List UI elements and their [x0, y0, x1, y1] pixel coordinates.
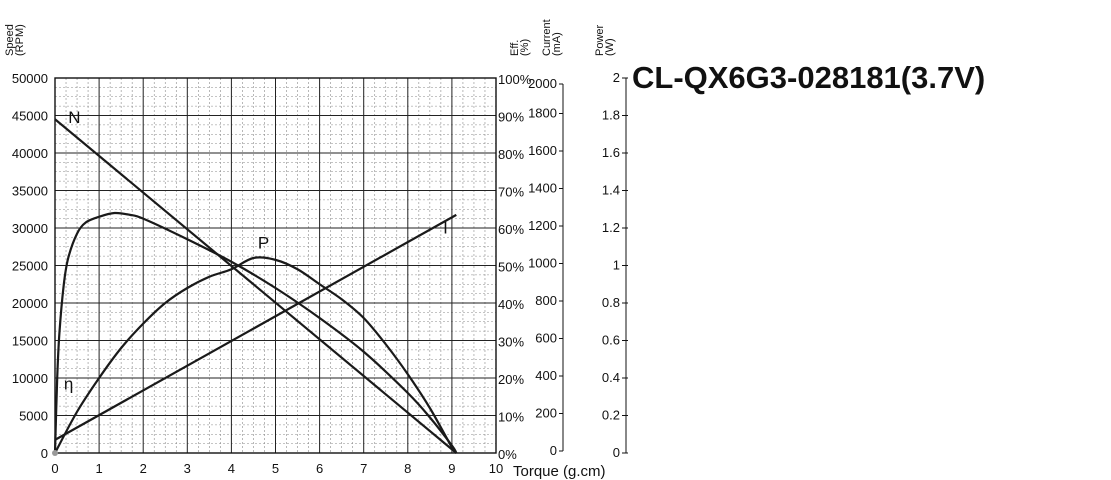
efficiency-axis-label-text: (%) — [519, 39, 531, 56]
efficiency-axis-label-text: Eff. — [509, 40, 521, 56]
speed-tick-label: 45000 — [12, 109, 48, 124]
efficiency-tick-label: 60% — [498, 222, 524, 237]
efficiency-tick-label: 70% — [498, 185, 524, 200]
x-tick-label: 10 — [489, 461, 503, 476]
power-axis-label: Power(W) — [594, 24, 616, 56]
origin-point — [52, 450, 58, 456]
axes: 0 1 2 3 4 5 6 7 8 9 10 Torque (g.cm)050001000015000… — [4, 19, 628, 480]
efficiency-tick-label: 10% — [498, 410, 524, 425]
speed-tick-label: 40000 — [12, 146, 48, 161]
power-tick-label: 1.4 — [602, 183, 620, 198]
efficiency-axis-label: Eff.(%) — [509, 39, 531, 56]
x-tick-label: 2 — [140, 461, 147, 476]
x-tick-label: 4 — [228, 461, 235, 476]
current-tick-label: 1400 — [528, 181, 557, 196]
x-tick-label: 7 — [360, 461, 367, 476]
current-tick-label: 800 — [535, 293, 557, 308]
x-tick-label: 3 — [184, 461, 191, 476]
power-tick-label: 1.2 — [602, 220, 620, 235]
power-tick-label: 0.8 — [602, 295, 620, 310]
current-tick-label: 1200 — [528, 218, 557, 233]
x-tick-label: 6 — [316, 461, 323, 476]
power-tick-label: 0 — [613, 445, 620, 460]
series-line-power — [54, 256, 458, 454]
current-tick-label: 1000 — [528, 256, 557, 271]
efficiency-tick-label: 80% — [498, 147, 524, 162]
speed-tick-label: 10000 — [12, 371, 48, 386]
x-tick-label: 9 — [448, 461, 455, 476]
series-line-speed — [54, 118, 458, 454]
efficiency-tick-label: 20% — [498, 372, 524, 387]
speed-axis-label-text: (RPM) — [14, 24, 26, 56]
series-label-current: I — [443, 219, 448, 238]
power-tick-label: 2 — [613, 70, 620, 85]
efficiency-tick-label: 50% — [498, 260, 524, 275]
speed-tick-label: 25000 — [12, 259, 48, 274]
series-line-current — [54, 213, 457, 441]
x-tick-label: 1 — [95, 461, 102, 476]
chart-title: CL-QX6G3-028181(3.7V) — [632, 60, 985, 95]
current-tick-label: 2000 — [528, 76, 557, 91]
power-tick-label: 0.6 — [602, 333, 620, 348]
current-tick-label: 400 — [535, 368, 557, 383]
x-tick-label: 5 — [272, 461, 279, 476]
speed-tick-label: 15000 — [12, 334, 48, 349]
power-axis-label-text: Power — [594, 24, 606, 56]
x-tick-label: 8 — [404, 461, 411, 476]
speed-tick-label: 0 — [41, 446, 48, 461]
speed-tick-label: 5000 — [19, 409, 48, 424]
power-axis-label-text: (W) — [604, 38, 616, 56]
series-line-efficiency — [53, 211, 458, 454]
speed-tick-label: 35000 — [12, 184, 48, 199]
current-tick-label: 1800 — [528, 106, 557, 121]
current-axis-label-text: (mA) — [551, 32, 563, 56]
efficiency-tick-label: 40% — [498, 297, 524, 312]
power-tick-label: 1.8 — [602, 108, 620, 123]
power-tick-label: 0.2 — [602, 408, 620, 423]
speed-tick-label: 30000 — [12, 221, 48, 236]
speed-axis-label: Speed(RPM) — [4, 24, 26, 56]
series-label-speed: N — [68, 108, 80, 127]
power-tick-label: 0.4 — [602, 370, 620, 385]
speed-tick-label: 50000 — [12, 71, 48, 86]
efficiency-tick-label: 100% — [498, 72, 532, 87]
speed-axis-label-text: Speed — [4, 24, 16, 56]
efficiency-tick-label: 30% — [498, 335, 524, 350]
current-tick-label: 200 — [535, 406, 557, 421]
series-label-power: P — [258, 234, 269, 253]
current-tick-label: 600 — [535, 331, 557, 346]
efficiency-tick-label: 0% — [498, 447, 517, 462]
grid — [54, 77, 497, 454]
series — [52, 118, 458, 456]
speed-tick-label: 20000 — [12, 296, 48, 311]
series-label-efficiency: η — [64, 374, 73, 393]
power-tick-label: 1.6 — [602, 145, 620, 160]
current-axis-label-text: Current — [541, 19, 553, 56]
x-tick-label: 0 — [51, 461, 58, 476]
labels: N I Pη — [64, 108, 448, 393]
current-tick-label: 1600 — [528, 143, 557, 158]
current-axis-label: Current(mA) — [541, 19, 563, 56]
current-tick-label: 0 — [550, 443, 557, 458]
x-axis-label: Torque (g.cm) — [513, 463, 606, 480]
plot-frame — [54, 77, 497, 454]
efficiency-tick-label: 90% — [498, 110, 524, 125]
power-tick-label: 1 — [613, 258, 620, 273]
